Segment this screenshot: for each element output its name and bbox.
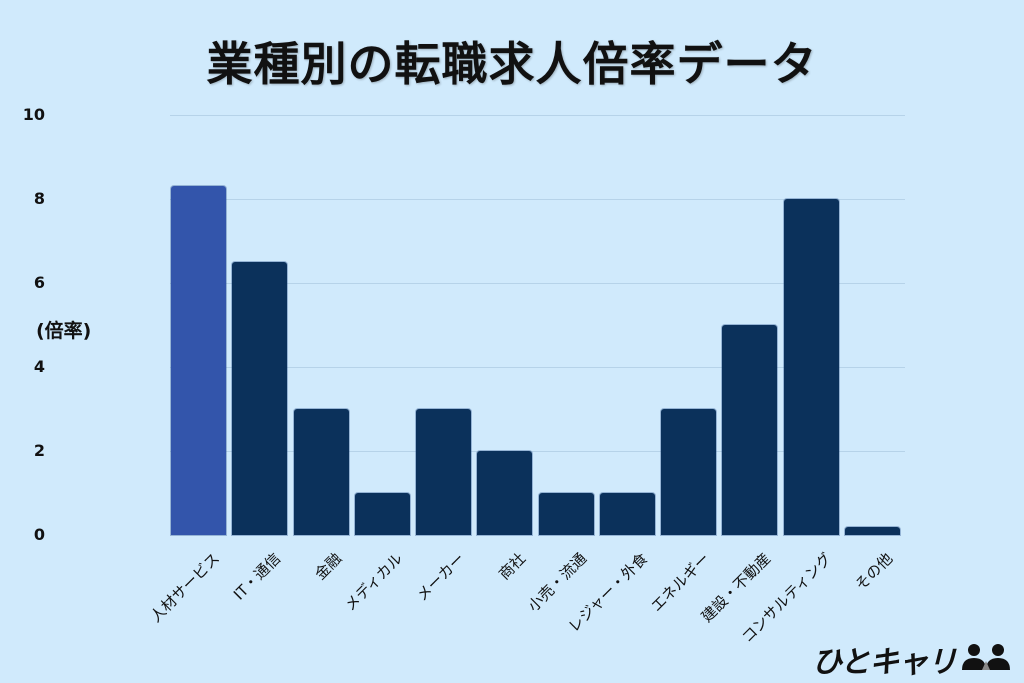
bar (293, 409, 349, 535)
bar (599, 493, 655, 535)
two-people-icon (960, 642, 1012, 676)
x-tick-label: その他 (851, 549, 897, 594)
y-tick-label: 8 (33, 189, 45, 208)
bar (171, 186, 226, 535)
gridline (170, 451, 905, 452)
x-tick-label: 商社 (495, 549, 530, 584)
bar (661, 409, 716, 535)
bar (416, 409, 471, 535)
bar (844, 526, 900, 535)
x-tick-label: 金融 (311, 549, 346, 584)
brand-logo: ひとキャリ (812, 640, 1012, 680)
chart-title: 業種別の転職求人倍率データ (206, 37, 818, 91)
gridline (170, 115, 905, 116)
y-tick-label: 10 (22, 105, 45, 124)
gridline (170, 367, 905, 368)
gridline (170, 199, 905, 200)
x-tick-label: メディカル (341, 549, 407, 615)
bar (232, 262, 288, 535)
y-tick-label: 2 (33, 441, 45, 460)
y-axis-label: (倍率) (36, 320, 92, 342)
bar (783, 199, 839, 535)
logo-text: ひとキャリ (812, 645, 957, 680)
bar (477, 451, 533, 535)
x-tick-label: IT・通信 (229, 549, 285, 604)
x-tick-label: メーカー (412, 549, 468, 605)
bar (354, 493, 410, 535)
gridline (170, 283, 905, 284)
x-axis-labels: 人材サービス IT・通信 金融 メディカル メーカー 商社 小売・流通 レジャー・外食 エネルギ… (146, 540, 905, 660)
x-tick-label: 人材サービス (146, 549, 223, 626)
y-tick-label: 4 (33, 357, 45, 376)
y-tick-label: 6 (33, 273, 45, 292)
bar (538, 493, 594, 535)
y-tick-label: 0 (33, 525, 45, 544)
plot-area: 0 2 4 6 8 10 (23, 105, 905, 544)
bar (722, 325, 778, 535)
